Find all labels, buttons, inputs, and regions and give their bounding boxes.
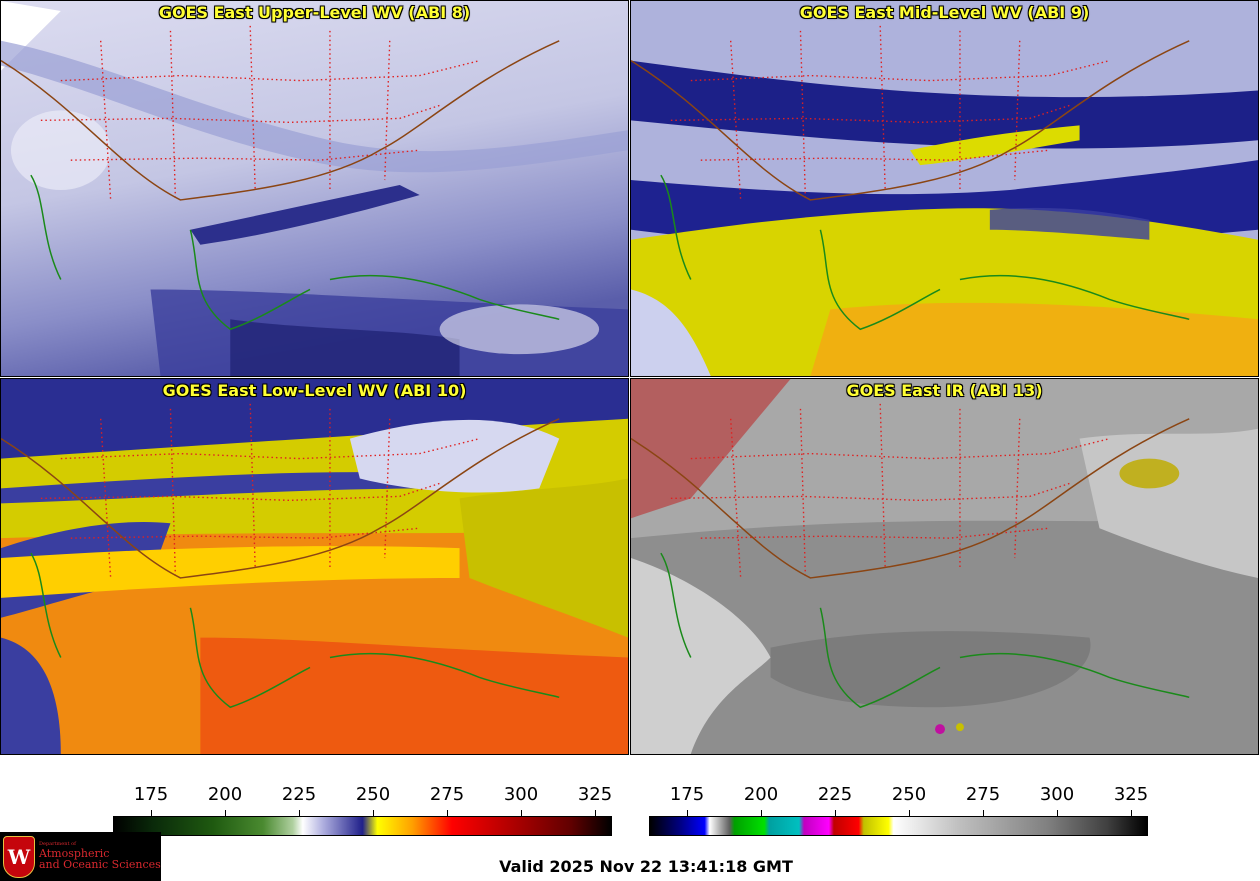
mid-level-wv-panel: GOES East Mid-Level WV (ABI 9): [630, 0, 1259, 377]
logo-line-1: Atmospheric: [39, 846, 110, 860]
ir-tick-label: 275: [965, 784, 1001, 805]
ir-tick-label: 175: [669, 784, 705, 805]
wv-tick-label: 325: [577, 784, 613, 805]
ir-tick-label: 300: [1039, 784, 1075, 805]
ir-color-ramp: [649, 816, 1148, 836]
panel-title: GOES East Upper-Level WV (ABI 8): [158, 3, 471, 22]
wv-tick-label: 300: [503, 784, 539, 805]
wv-colorbar: 175 200 225 250 275 300 325: [113, 778, 612, 838]
low-level-wv-image: [1, 379, 628, 754]
ir-tick-label: 200: [743, 784, 779, 805]
upper-level-wv-image: [1, 1, 628, 376]
valid-time: Valid 2025 Nov 22 13:41:18 GMT: [499, 857, 793, 876]
logo-department: Department of: [39, 841, 76, 848]
uw-crest-icon: W: [3, 835, 35, 878]
logo-line-2: and Oceanic Sciences: [39, 858, 161, 872]
mid-level-wv-image: [631, 1, 1258, 376]
wv-tick-label: 200: [207, 784, 243, 805]
ir-tick-label: 250: [891, 784, 927, 805]
wv-tick-label: 225: [281, 784, 317, 805]
wv-tick-label: 250: [355, 784, 391, 805]
wv-tick-label: 175: [133, 784, 169, 805]
ir-tick-label: 225: [817, 784, 853, 805]
wv-tick-label: 275: [429, 784, 465, 805]
aos-logo: W Department of Atmospheric and Oceanic …: [0, 832, 161, 881]
wv-color-ramp: [113, 816, 612, 836]
low-level-wv-panel: GOES East Low-Level WV (ABI 10): [0, 378, 629, 755]
panel-title: GOES East Mid-Level WV (ABI 9): [799, 3, 1090, 22]
ir-tick-label: 325: [1113, 784, 1149, 805]
panel-title: GOES East IR (ABI 13): [846, 381, 1043, 400]
infrared-panel: GOES East IR (ABI 13): [630, 378, 1259, 755]
upper-level-wv-panel: GOES East Upper-Level WV (ABI 8): [0, 0, 629, 377]
panel-title: GOES East Low-Level WV (ABI 10): [162, 381, 467, 400]
infrared-image: [631, 379, 1258, 754]
ir-colorbar: 175 200 225 250 275 300 325: [649, 778, 1148, 838]
